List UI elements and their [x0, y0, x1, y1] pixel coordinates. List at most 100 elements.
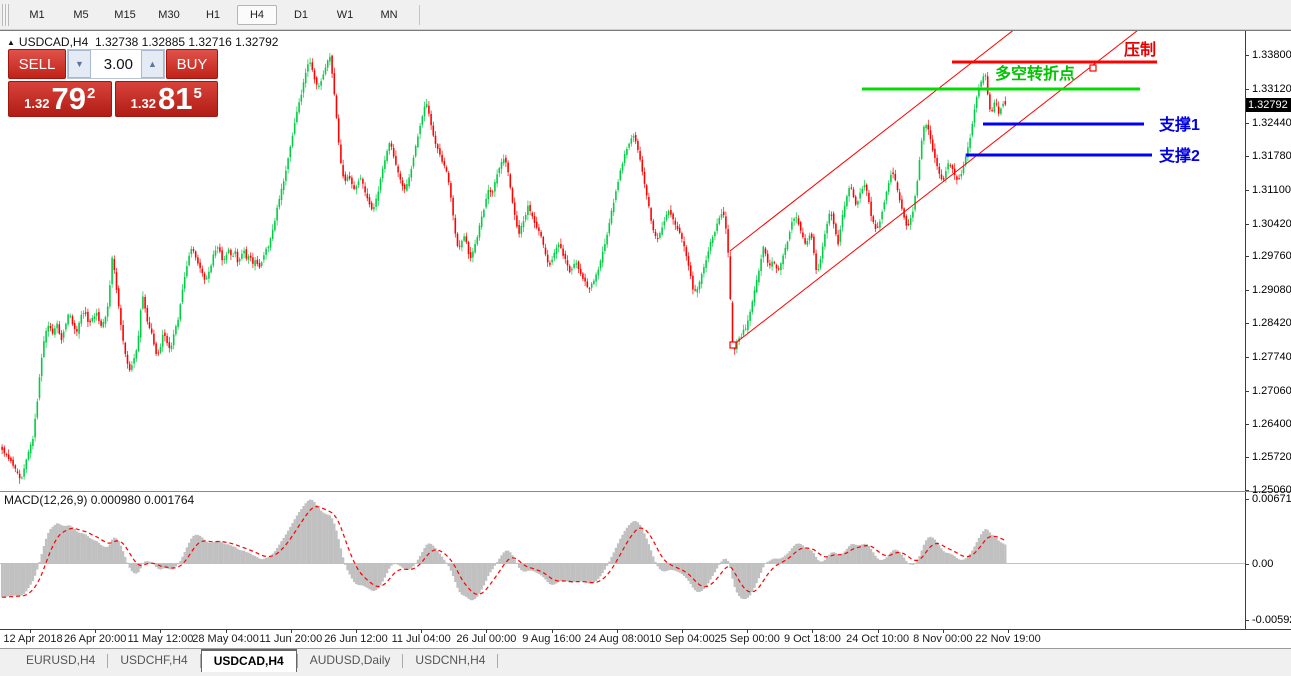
timeframe-button-h4[interactable]: H4 [237, 4, 277, 25]
pivot-label[interactable]: 多空转折点 [995, 66, 1076, 83]
time-axis-tick [356, 629, 357, 633]
buy-price-sup: 5 [193, 85, 202, 102]
chart-tab-usdcad[interactable]: USDCAD,H4 [200, 649, 297, 672]
time-axis-tick [877, 629, 879, 633]
price-axis-tick [1245, 155, 1249, 157]
timeframe-button-m15[interactable]: M15 [114, 8, 136, 21]
tab-separator [497, 654, 499, 668]
buy-button[interactable]: BUY [166, 49, 218, 79]
time-axis-label: 28 May 04:00 [192, 633, 259, 645]
price-axis-tick [1245, 290, 1249, 292]
sell-price-display[interactable]: 1.32 79 2 [8, 81, 112, 117]
toolbar-grip-icon[interactable] [2, 3, 9, 26]
chart-tab-usdchf[interactable]: USDCHF,H4 [120, 653, 188, 667]
buy-price-display[interactable]: 1.32 81 5 [114, 81, 218, 117]
time-axis-tick [682, 629, 683, 633]
time-axis-tick [225, 629, 227, 633]
price-axis-tick [1245, 55, 1249, 57]
price-axis-label: 1.33800 [1252, 49, 1291, 62]
time-axis-label: 11 Jun 20:00 [259, 633, 323, 645]
time-axis-label: 10 Sep 04:00 [649, 633, 715, 645]
volume-stepper: ▼ 3.00 ▲ [67, 49, 165, 79]
time-axis-label: 9 Oct 18:00 [783, 633, 841, 645]
sell-price-big: 79 [51, 81, 86, 116]
time-axis-tick [551, 629, 553, 633]
time-axis-tick [942, 629, 944, 633]
support2-label[interactable]: 支撑2 [1159, 148, 1200, 165]
chart-symbol-label: USDCAD,H4 [18, 35, 89, 49]
price-and-macd-plot[interactable] [0, 31, 1245, 629]
price-axis-label: 1.26400 [1252, 417, 1291, 430]
price-axis-tick [1245, 423, 1249, 425]
chart-tab-audusd[interactable]: AUDUSD,Daily [309, 653, 391, 667]
support1-label[interactable]: 支撑1 [1159, 117, 1200, 134]
volume-down-button[interactable]: ▼ [68, 50, 91, 78]
macd-axis-tick [1245, 620, 1249, 622]
price-axis-tick [1245, 256, 1249, 258]
time-axis-label: 11 May 12:00 [127, 633, 194, 645]
chart-window: ▲ USDCAD,H4 1.32738 1.32885 1.32716 1.327… [0, 30, 1291, 649]
time-axis-tick [747, 629, 749, 633]
tab-separator [296, 654, 298, 668]
price-axis-label: 1.29760 [1252, 250, 1291, 263]
price-axis-tick [1245, 122, 1249, 124]
time-axis-label: 11 Jul 04:00 [391, 633, 451, 645]
volume-value[interactable]: 3.00 [103, 55, 133, 73]
time-axis-tick [486, 629, 488, 633]
macd-indicator-label: MACD(12,26,9) 0.000980 0.001764 [4, 493, 195, 507]
time-axis-label: 12 Apr 2018 [3, 633, 63, 645]
collapse-triangle-icon[interactable]: ▲ [7, 38, 15, 47]
time-axis-tick [1008, 629, 1009, 633]
chart-tab-usdcnh[interactable]: USDCNH,H4 [415, 653, 486, 667]
sell-button[interactable]: SELL [8, 49, 66, 79]
resistance-label[interactable]: 压制 [1124, 42, 1157, 59]
time-axis-label: 26 Jun 12:00 [324, 633, 388, 645]
price-axis-tick [1245, 323, 1249, 325]
sell-price-prefix: 1.32 [24, 96, 50, 111]
time-axis-tick [95, 629, 97, 633]
price-axis-tick [1245, 356, 1249, 358]
time-axis-border [0, 629, 1291, 630]
current-price-tag: 1.32792 [1246, 98, 1291, 113]
buy-price-big: 81 [157, 81, 193, 116]
timeframe-button-d1[interactable]: D1 [293, 8, 309, 21]
price-axis-label: 1.27060 [1252, 384, 1291, 397]
price-axis-label: 1.30420 [1252, 217, 1291, 230]
time-axis-label: 24 Oct 10:00 [846, 633, 910, 645]
time-axis-tick [30, 629, 31, 633]
macd-axis-label: -0.005925 [1252, 614, 1291, 627]
time-axis-label: 25 Sep 00:00 [714, 633, 780, 645]
time-axis-tick [290, 629, 292, 633]
price-axis-tick [1245, 490, 1249, 492]
price-axis-label: 1.31780 [1252, 149, 1291, 162]
price-axis-label: 1.32440 [1252, 116, 1291, 129]
price-axis-label: 1.27740 [1252, 350, 1291, 363]
volume-up-button[interactable]: ▲ [141, 50, 164, 78]
time-axis-label: 24 Aug 08:00 [584, 633, 650, 645]
chart-tab-eurusd[interactable]: EURUSD,H4 [26, 653, 96, 667]
price-axis-label: 1.25060 [1252, 484, 1291, 497]
macd-axis-tick [1245, 563, 1249, 565]
price-axis-tick [1245, 223, 1249, 225]
timeframe-button-h1[interactable]: H1 [205, 8, 221, 21]
chart-title: ▲ USDCAD,H4 1.32738 1.32885 1.32716 1.327… [7, 35, 278, 49]
timeframe-button-w1[interactable]: W1 [336, 8, 354, 21]
price-axis-tick [1245, 189, 1249, 191]
price-axis-label: 1.31100 [1252, 183, 1291, 196]
timeframe-button-m1[interactable]: M1 [29, 8, 45, 21]
price-axis-label: 1.29080 [1252, 284, 1291, 297]
time-axis-label: 8 Nov 00:00 [913, 633, 973, 645]
timeframe-button-m5[interactable]: M5 [73, 8, 89, 21]
timeframe-button-m30[interactable]: M30 [158, 8, 180, 21]
time-axis-label: 22 Nov 19:00 [975, 633, 1041, 645]
tab-separator [199, 654, 201, 668]
macd-axis-tick [1245, 499, 1249, 501]
timeframe-button-mn[interactable]: MN [380, 8, 398, 21]
time-axis-label: 26 Apr 20:00 [63, 633, 127, 645]
tab-separator [107, 654, 109, 668]
time-axis-label: 9 Aug 16:00 [522, 633, 581, 645]
toolbar-separator [419, 4, 420, 25]
macd-separator[interactable] [0, 491, 1291, 492]
buy-price-prefix: 1.32 [130, 96, 156, 111]
